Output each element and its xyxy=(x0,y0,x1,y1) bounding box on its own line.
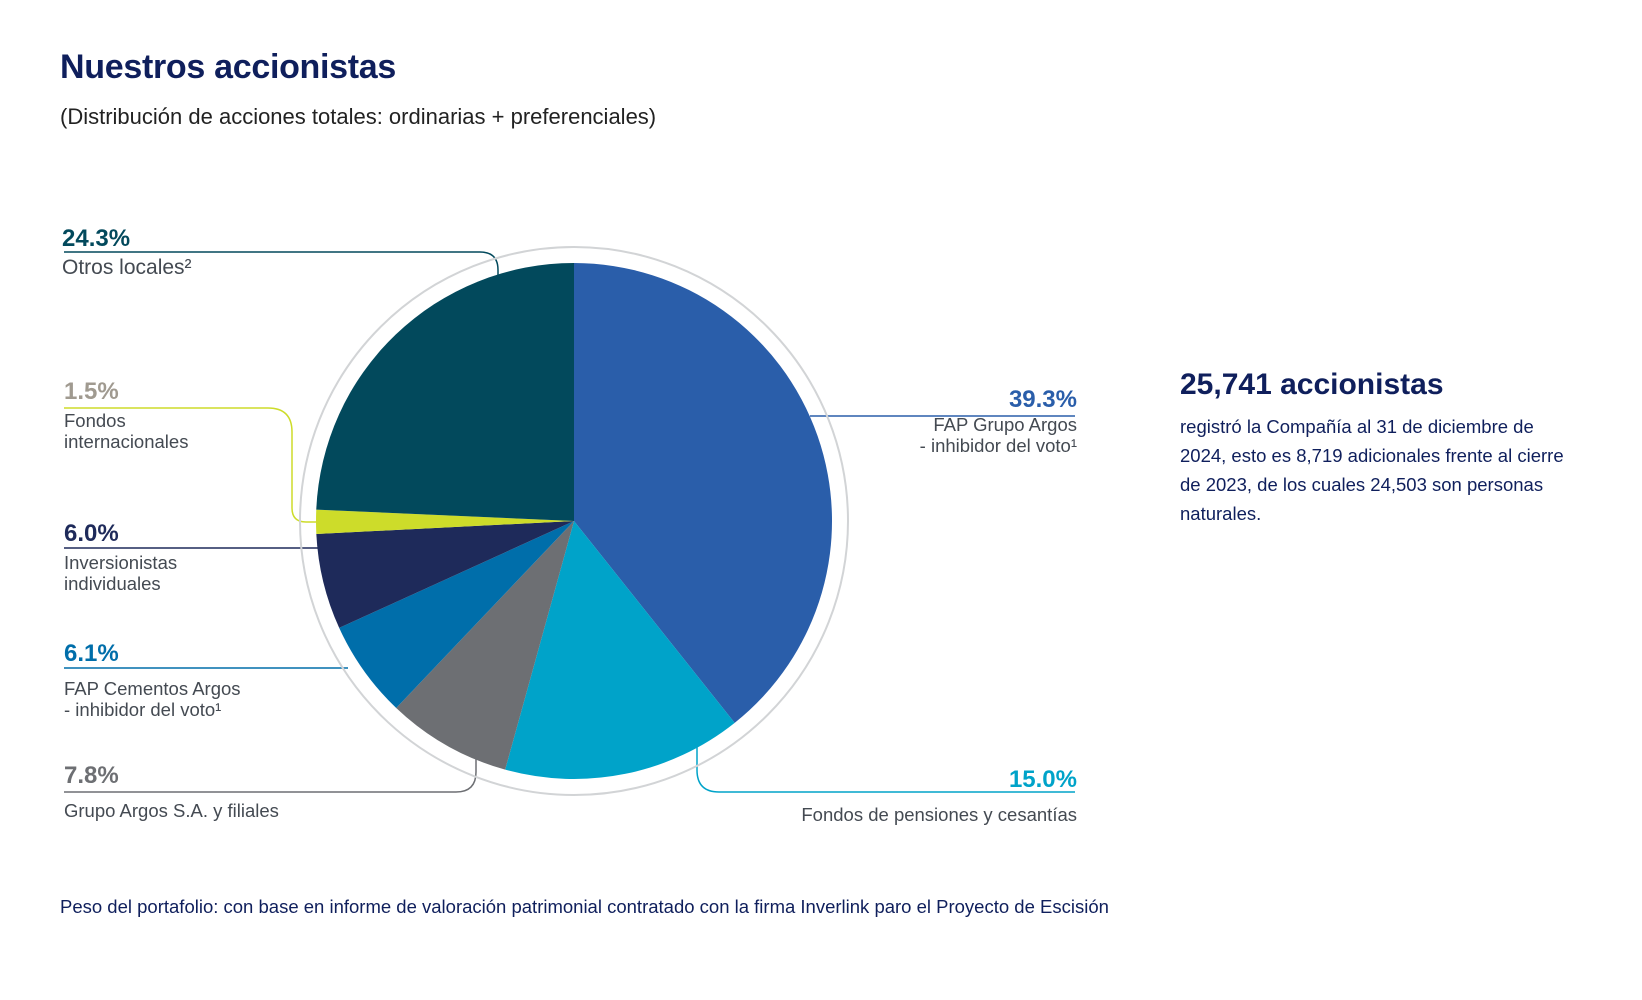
slice-label-fap-cementos-argos: 6.1% FAP Cementos Argos - inhibidor del … xyxy=(64,640,241,720)
slice-label-fondos-pensiones: 15.0% Fondos de pensiones y cesantías xyxy=(801,766,1077,825)
leader-line-grupo-argos-s-a-y-filiales xyxy=(64,750,477,793)
pie-slice-grupo-argos-s-a-y-filiales xyxy=(396,521,574,770)
page-title: Nuestros accionistas xyxy=(60,48,397,86)
slice-value-fondos-pensiones: 15.0% xyxy=(1008,766,1077,793)
slice-name-fap-grupo-argos: FAP Grupo Argos - inhibidor del voto¹ xyxy=(919,414,1077,456)
shareholder-count-panel: 25,741 accionistas registró la Compañía … xyxy=(1180,368,1580,528)
pie-outer-ring xyxy=(299,246,849,796)
slice-label-fap-grupo-argos: 39.3% FAP Grupo Argos - inhibidor del vo… xyxy=(920,386,1077,456)
portfolio-footnote: Peso del portafolio: con base en informe… xyxy=(60,896,1109,917)
slice-label-grupo-argos: 7.8% Grupo Argos S.A. y filiales xyxy=(64,762,279,821)
slice-name-fondos-pensiones: Fondos de pensiones y cesantías xyxy=(801,804,1077,825)
slice-name-fondos-internacionales: Fondos internacionales xyxy=(64,410,189,452)
pie-slice-otros-locales xyxy=(316,263,574,521)
slice-value-inversionistas-individuales: 6.0% xyxy=(64,520,119,547)
leader-line-otros-locales xyxy=(64,251,499,276)
slice-value-fondos-internacionales: 1.5% xyxy=(64,378,119,405)
slice-name-otros-locales: Otros locales² xyxy=(62,256,192,279)
slice-name-grupo-argos: Grupo Argos S.A. y filiales xyxy=(64,800,279,821)
shareholder-count-description: registró la Compañía al 31 de diciembre … xyxy=(1180,416,1564,524)
slice-value-otros-locales: 24.3% xyxy=(62,225,131,252)
pie-slice-inversionistas xyxy=(316,521,574,628)
slice-name-fap-cementos-argos: FAP Cementos Argos - inhibidor del voto¹ xyxy=(64,678,241,720)
page-subtitle: (Distribución de acciones totales: ordin… xyxy=(60,104,657,129)
slice-label-inversionistas-individuales: 6.0% Inversionistas individuales xyxy=(64,520,177,594)
leader-line-fondos-de-pensiones-y-cesantias xyxy=(696,742,1075,793)
pie-slice-fap-cementos-argos xyxy=(339,521,574,708)
slice-name-inversionistas-individuales: Inversionistas individuales xyxy=(64,552,178,594)
slice-value-grupo-argos: 7.8% xyxy=(64,762,119,789)
slice-value-fap-grupo-argos: 39.3% xyxy=(1008,386,1077,413)
slice-label-fondos-internacionales: 1.5% Fondos internacionales xyxy=(64,378,188,452)
pie-slice-fondos-de-pensiones-y-cesantias xyxy=(505,521,735,780)
slice-value-fap-cementos-argos: 6.1% xyxy=(64,640,119,667)
slice-label-otros-locales: 24.3% Otros locales² xyxy=(62,225,192,278)
pie-slice-fondos xyxy=(316,509,574,534)
pie-slice-fap-grupo-argos xyxy=(574,263,833,723)
shareholder-count: 25,741 accionistas xyxy=(1180,368,1444,401)
